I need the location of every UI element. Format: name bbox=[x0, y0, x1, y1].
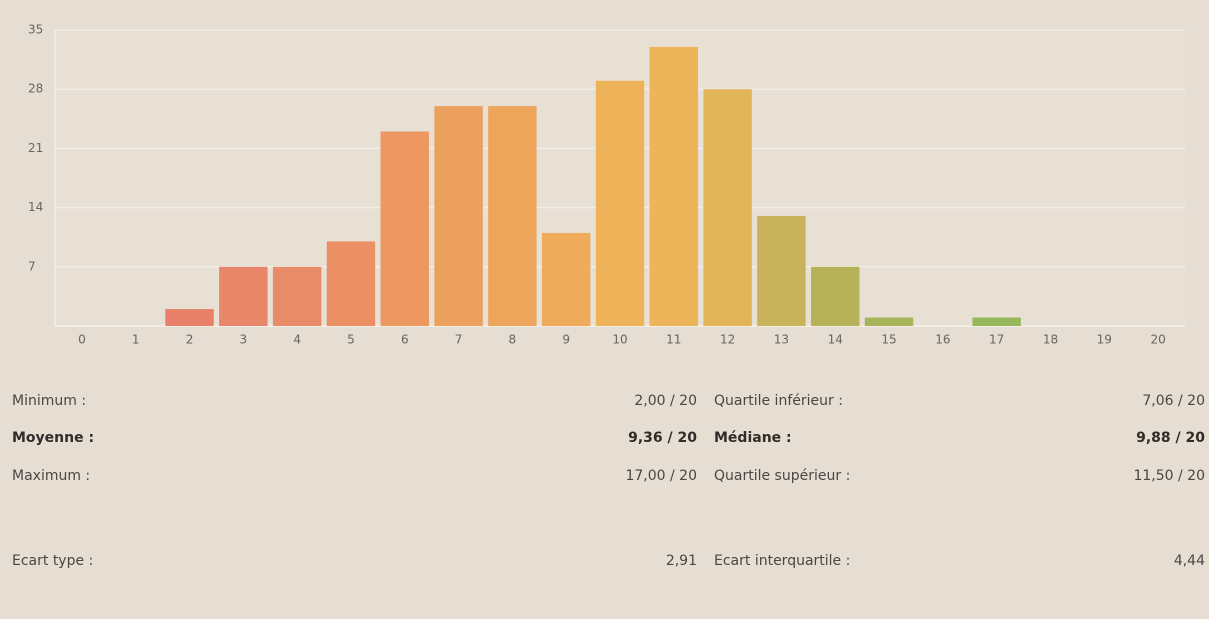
bar bbox=[595, 80, 645, 326]
y-tick-label: 14 bbox=[28, 200, 43, 214]
x-tick-label: 9 bbox=[562, 333, 570, 347]
x-tick-label: 12 bbox=[720, 333, 735, 347]
bar bbox=[972, 317, 1021, 326]
bar bbox=[272, 266, 322, 326]
stat-label: Maximum : bbox=[12, 468, 91, 484]
stat-label: Quartile inférieur : bbox=[714, 393, 843, 409]
x-tick-label: 3 bbox=[240, 333, 248, 347]
x-tick-label: 16 bbox=[935, 333, 950, 347]
stat-value: 9,36 / 20 bbox=[628, 430, 697, 446]
stat-label: Moyenne : bbox=[12, 430, 95, 446]
stats-row: Maximum : 17,00 / 20 Quartile supérieur … bbox=[0, 468, 1209, 492]
stat-value: 17,00 / 20 bbox=[625, 468, 697, 484]
x-tick-label: 18 bbox=[1043, 333, 1058, 347]
stats-row: Moyenne : 9,36 / 20 Médiane : 9,88 / 20 bbox=[0, 430, 1209, 454]
bar bbox=[703, 89, 752, 326]
bar bbox=[380, 131, 429, 326]
bar bbox=[811, 266, 860, 326]
x-tick-label: 1 bbox=[132, 333, 140, 347]
stat-label: Quartile supérieur : bbox=[714, 468, 851, 484]
bar bbox=[864, 317, 914, 326]
x-tick-label: 20 bbox=[1150, 333, 1165, 347]
x-tick-label: 15 bbox=[881, 333, 896, 347]
x-tick-label: 4 bbox=[293, 333, 301, 347]
stat-label: Médiane : bbox=[714, 430, 792, 446]
x-tick-label: 7 bbox=[455, 333, 463, 347]
stat-value: 2,91 bbox=[665, 553, 697, 569]
y-tick-label: 21 bbox=[28, 141, 43, 155]
x-tick-label: 6 bbox=[401, 333, 409, 347]
bar bbox=[541, 232, 591, 326]
x-tick-label: 5 bbox=[347, 333, 355, 347]
y-tick-label: 35 bbox=[28, 23, 43, 37]
y-tick-label: 7 bbox=[28, 259, 36, 273]
stat-value: 7,06 / 20 bbox=[1142, 393, 1205, 409]
bar bbox=[488, 106, 537, 326]
bar bbox=[434, 106, 483, 326]
stat-value: 4,44 bbox=[1173, 553, 1205, 569]
x-tick-label: 8 bbox=[509, 333, 517, 347]
x-tick-label: 11 bbox=[666, 333, 681, 347]
stat-value: 9,88 / 20 bbox=[1136, 430, 1205, 446]
stats-row: Minimum : 2,00 / 20 Quartile inférieur :… bbox=[0, 393, 1209, 417]
x-tick-label: 13 bbox=[774, 333, 789, 347]
x-tick-label: 10 bbox=[612, 333, 627, 347]
stat-label: Ecart interquartile : bbox=[714, 553, 851, 569]
x-tick-label: 14 bbox=[828, 333, 843, 347]
bar bbox=[165, 309, 214, 326]
stat-value: 2,00 / 20 bbox=[634, 393, 697, 409]
x-tick-label: 0 bbox=[78, 333, 86, 347]
stats-row: Ecart type : 2,91 Ecart interquartile : … bbox=[0, 553, 1209, 577]
bar bbox=[326, 241, 376, 326]
x-tick-label: 17 bbox=[989, 333, 1004, 347]
bar bbox=[649, 46, 699, 327]
y-tick-label: 28 bbox=[28, 82, 43, 96]
stat-label: Minimum : bbox=[12, 393, 87, 409]
x-tick-label: 2 bbox=[186, 333, 194, 347]
x-tick-label: 19 bbox=[1097, 333, 1112, 347]
stat-value: 11,50 / 20 bbox=[1133, 468, 1205, 484]
bar bbox=[757, 216, 806, 326]
bar bbox=[219, 266, 268, 326]
stat-label: Ecart type : bbox=[12, 553, 94, 569]
